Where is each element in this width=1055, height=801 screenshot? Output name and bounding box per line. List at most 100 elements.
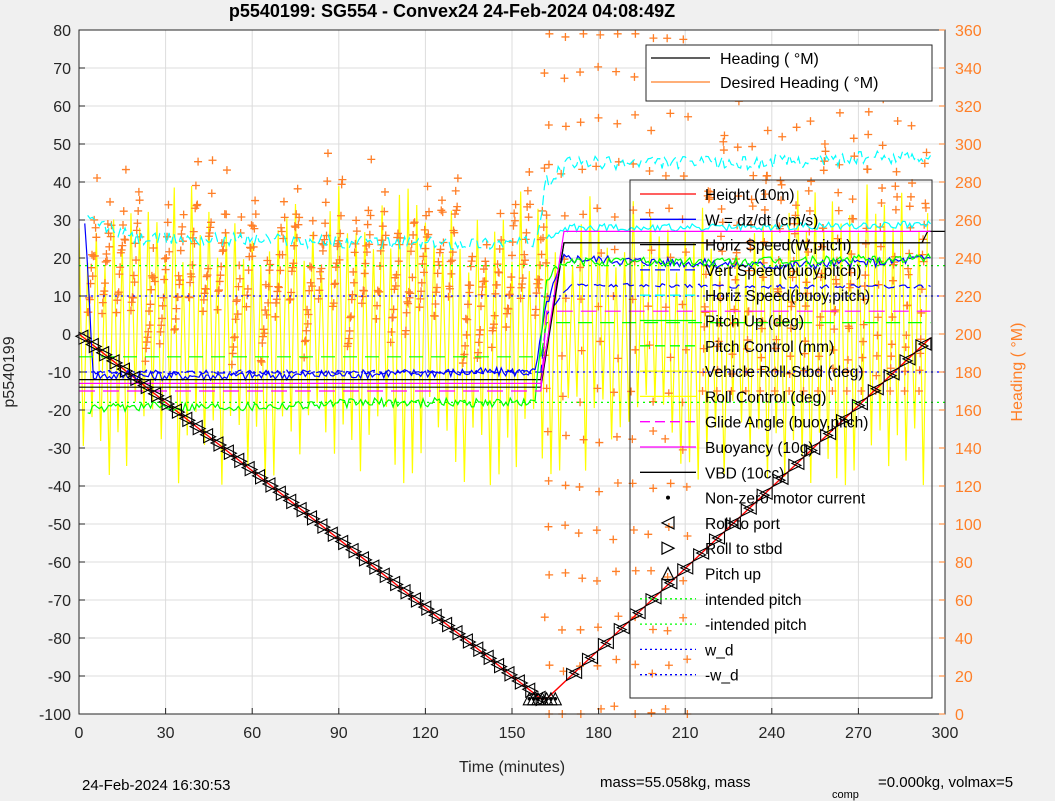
heading-marker: [264, 282, 273, 291]
roll-marker: [203, 429, 217, 444]
heading-marker: [433, 269, 442, 278]
heading-marker: [661, 704, 670, 713]
heading-marker: [423, 182, 432, 191]
heading-marker: [405, 293, 414, 302]
heading-marker: [731, 275, 740, 284]
heading-marker: [438, 208, 447, 217]
heading-marker: [901, 343, 910, 352]
legend-label: Pitch Control (mm): [705, 339, 834, 356]
roll-marker: [462, 635, 477, 649]
heading-marker: [116, 263, 125, 272]
roll-marker: [473, 643, 488, 658]
heading-marker: [463, 315, 472, 324]
heading-marker: [135, 196, 144, 205]
heading-marker: [202, 272, 211, 281]
x-tick-label: 90: [330, 725, 348, 742]
series-line: [546, 220, 932, 240]
heading-marker: [431, 300, 440, 309]
heading-marker: [846, 268, 855, 277]
heading-marker: [718, 247, 727, 256]
heading-marker: [578, 165, 587, 174]
heading-marker: [715, 319, 724, 328]
heading-marker: [320, 235, 329, 244]
heading-marker: [133, 219, 142, 228]
heading-marker: [558, 351, 567, 360]
heading-marker: [848, 195, 857, 204]
heading-marker: [229, 342, 238, 351]
heading-marker: [387, 327, 396, 336]
roll-marker: [431, 610, 446, 625]
heading-marker: [331, 263, 340, 272]
heading-marker: [558, 625, 567, 634]
heading-marker: [147, 285, 156, 294]
heading-marker: [916, 349, 925, 358]
heading-marker: [592, 162, 601, 171]
heading-marker: [272, 295, 281, 304]
heading-marker: [179, 210, 188, 219]
heading-marker: [189, 227, 198, 236]
heading-marker: [248, 252, 257, 261]
y-right-tick-label: 300: [955, 137, 982, 154]
heading-marker: [647, 566, 656, 575]
heading-marker: [612, 567, 621, 576]
heading-marker: [162, 253, 171, 262]
heading-marker: [576, 118, 585, 127]
heading-marker: [106, 197, 115, 206]
heading-marker: [308, 216, 317, 225]
heading-marker: [906, 192, 915, 201]
heading-marker: [288, 263, 297, 272]
heading-marker: [681, 345, 690, 354]
heading-marker: [308, 282, 317, 291]
roll-marker: [171, 405, 186, 420]
heading-marker: [545, 29, 554, 38]
heading-marker: [712, 387, 721, 395]
y-axis-left-label: p5540199: [1, 336, 18, 407]
heading-marker: [561, 521, 570, 530]
heading-marker: [847, 250, 856, 259]
heading-marker: [378, 222, 387, 231]
heading-marker: [631, 345, 640, 354]
heading-marker: [132, 256, 141, 265]
roll-marker: [695, 546, 710, 560]
heading-marker: [274, 282, 283, 291]
heading-marker: [594, 113, 603, 122]
heading-marker: [785, 387, 794, 395]
heading-marker: [576, 625, 585, 634]
roll-marker: [600, 635, 614, 650]
heading-marker: [142, 344, 151, 353]
heading-marker: [113, 296, 122, 305]
heading-marker: [365, 230, 374, 239]
heading-marker: [517, 283, 526, 292]
heading-marker: [206, 223, 215, 232]
heading-marker: [171, 314, 180, 323]
x-tick-label: 30: [157, 725, 175, 742]
heading-marker: [409, 230, 418, 239]
y-right-tick-label: 160: [955, 403, 982, 420]
roll-marker: [870, 381, 884, 396]
heading-marker: [237, 212, 246, 221]
heading-marker: [849, 214, 858, 223]
heading-marker: [579, 210, 588, 219]
roll-marker: [327, 528, 342, 543]
heading-marker: [679, 172, 688, 181]
x-tick-label: 210: [672, 725, 699, 742]
heading-marker: [348, 290, 357, 299]
legend-label: Roll Control (deg): [705, 389, 826, 406]
heading-marker: [192, 201, 201, 210]
heading-marker: [828, 387, 837, 395]
heading-marker: [290, 222, 299, 231]
heading-marker: [221, 228, 230, 237]
roll-marker: [296, 503, 311, 518]
heading-marker: [520, 256, 529, 265]
heading-marker: [519, 260, 528, 269]
heading-marker: [544, 160, 553, 169]
heading-marker: [778, 132, 787, 141]
heading-marker: [776, 176, 785, 185]
heading-marker: [150, 277, 159, 286]
heading-marker: [510, 216, 519, 225]
heading-marker: [100, 287, 109, 296]
heading-marker: [542, 384, 551, 393]
heading-marker: [756, 387, 765, 395]
heading-marker: [366, 211, 375, 220]
heading-marker: [396, 233, 405, 242]
